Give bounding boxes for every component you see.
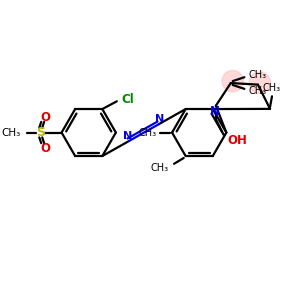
Text: CH₃: CH₃	[248, 86, 266, 96]
Text: O: O	[40, 110, 50, 124]
Text: OH: OH	[227, 134, 248, 147]
Text: CH₃: CH₃	[263, 83, 281, 93]
Text: Cl: Cl	[122, 93, 134, 106]
Text: CH₃: CH₃	[2, 128, 21, 138]
Text: S: S	[36, 126, 45, 139]
Text: CH₃: CH₃	[138, 128, 157, 138]
Text: N: N	[123, 131, 133, 141]
Circle shape	[222, 70, 243, 92]
Circle shape	[249, 72, 271, 93]
Text: N: N	[210, 105, 220, 118]
Text: CH₃: CH₃	[248, 70, 266, 80]
Text: O: O	[40, 142, 50, 154]
Text: N: N	[155, 114, 165, 124]
Text: CH₃: CH₃	[150, 163, 168, 173]
